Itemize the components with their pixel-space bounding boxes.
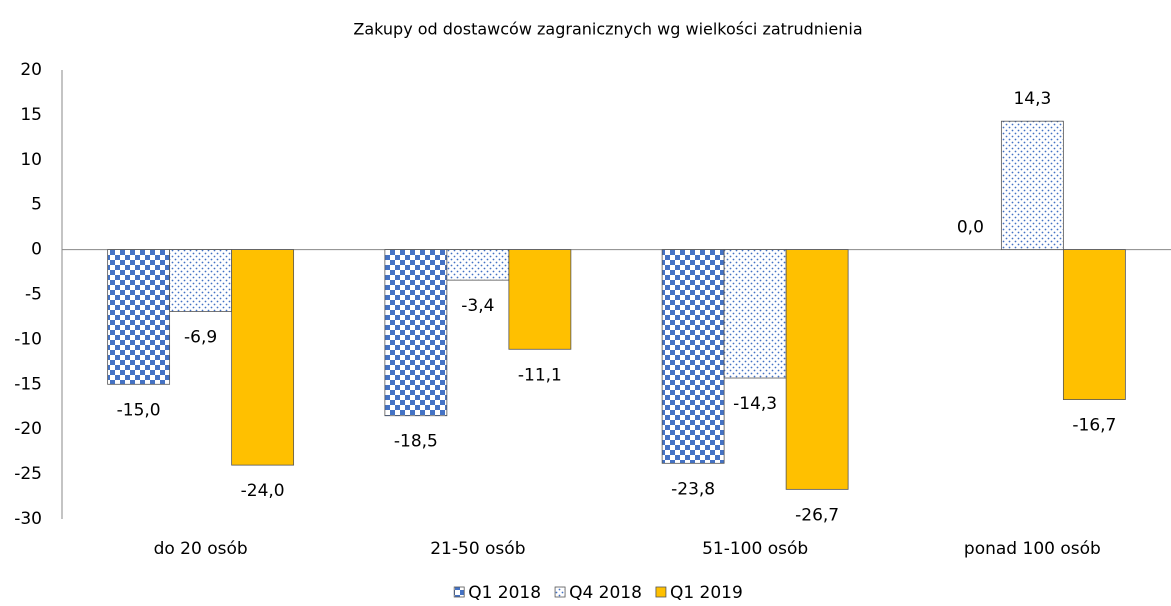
- bar: [169, 249, 233, 312]
- legend-label: Q4 2018: [569, 583, 642, 603]
- x-tick-label: ponad 100 osób: [964, 539, 1101, 559]
- value-label: 0,0: [957, 218, 984, 238]
- value-label: -24,0: [241, 481, 285, 501]
- bar: [384, 249, 448, 417]
- bar: [1062, 249, 1126, 400]
- value-label: -16,7: [1072, 416, 1116, 436]
- y-tick-label: -15: [14, 374, 42, 394]
- y-tick-label: 10: [20, 150, 42, 170]
- value-label: -3,4: [461, 296, 494, 316]
- y-tick-label: 0: [31, 240, 42, 260]
- y-tick-label: -30: [14, 509, 42, 529]
- y-tick-label: 5: [31, 195, 42, 215]
- y-tick-label: 15: [20, 105, 42, 125]
- bar: [1000, 120, 1064, 250]
- value-label: -11,1: [518, 365, 562, 385]
- legend-marker: [655, 586, 667, 598]
- value-label: 14,3: [1013, 89, 1051, 109]
- bar: [107, 249, 171, 385]
- x-tick-label: 51-100 osób: [702, 539, 808, 559]
- chart-title: Zakupy od dostawców zagranicznych wg wie…: [353, 20, 862, 39]
- y-tick-label: -25: [14, 464, 42, 484]
- value-label: -18,5: [394, 432, 438, 452]
- y-tick-label: -20: [14, 419, 42, 439]
- x-tick-label: 21-50 osób: [430, 539, 525, 559]
- legend-label: Q1 2019: [670, 583, 743, 603]
- legend-marker: [554, 586, 566, 598]
- bar: [446, 249, 510, 281]
- y-tick-label: -10: [14, 329, 42, 349]
- value-label: -23,8: [671, 479, 715, 499]
- bar: [661, 249, 725, 464]
- bar: [508, 249, 572, 350]
- legend-marker: [453, 586, 465, 598]
- legend-label: Q1 2018: [468, 583, 541, 603]
- value-label: -6,9: [184, 328, 217, 348]
- x-tick-label: do 20 osób: [154, 539, 248, 559]
- value-label: -15,0: [117, 400, 161, 420]
- bar: [785, 249, 849, 490]
- value-label: -26,7: [795, 505, 839, 525]
- y-tick-label: 20: [20, 60, 42, 80]
- value-label: -14,3: [733, 394, 777, 414]
- bar: [723, 249, 787, 379]
- bar: [231, 249, 295, 466]
- y-tick-label: -5: [25, 285, 42, 305]
